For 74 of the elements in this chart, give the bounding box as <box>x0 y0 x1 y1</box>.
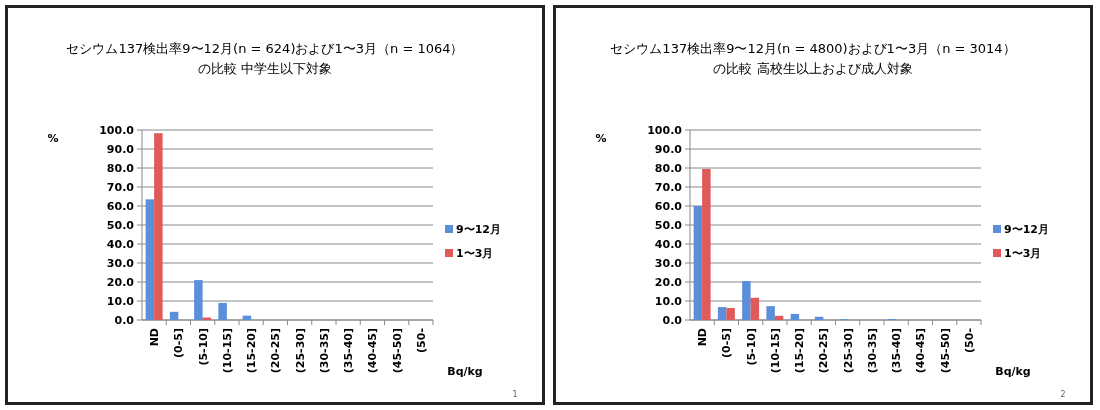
y-tick-label: 100.0 <box>647 124 683 137</box>
x-tick-label: (20-25] <box>817 328 831 374</box>
x-tick-label: (40-45] <box>914 328 928 374</box>
x-tick-label: (5-10] <box>744 328 758 366</box>
x-tick-label: (35-40] <box>890 328 904 374</box>
y-tick-label: 0.0 <box>114 314 135 327</box>
x-tick-label: (45-50] <box>938 328 952 374</box>
x-tick-label: ND <box>148 328 162 347</box>
bar <box>774 315 784 320</box>
y-tick-label: 40.0 <box>654 238 683 251</box>
x-tick-label: (20-25] <box>269 328 283 374</box>
x-tick-label: (30-35] <box>865 328 879 374</box>
y-tick-label: 60.0 <box>106 200 135 213</box>
y-axis-title: % <box>47 132 59 145</box>
y-tick-label: 80.0 <box>106 162 135 175</box>
x-tick-label: (10-15] <box>768 328 782 374</box>
x-tick-label: (15-20] <box>245 328 259 374</box>
bar <box>702 168 711 320</box>
y-tick-label: 90.0 <box>654 143 683 156</box>
x-tick-label: (40-45] <box>366 328 380 374</box>
x-tick-label: ND <box>696 328 710 347</box>
bar <box>154 133 163 320</box>
legend-label: 1〜3月 <box>1004 247 1042 260</box>
y-tick-label: 80.0 <box>654 162 683 175</box>
bar <box>742 281 751 320</box>
y-tick-label: 70.0 <box>654 181 683 194</box>
y-tick-label: 30.0 <box>106 257 135 270</box>
x-axis-title: Bq/kg <box>447 365 483 378</box>
y-tick-label: 50.0 <box>106 219 135 232</box>
x-tick-label: (50- <box>414 328 428 353</box>
x-tick-label: (25-30] <box>293 328 307 374</box>
y-tick-label: 30.0 <box>654 257 683 270</box>
chart-subtitle: の比較 中学生以下対象 <box>197 61 333 76</box>
text: 2 <box>1060 390 1066 399</box>
chart-title: セシウム137検出率9〜12月(n = 4800)および1〜3月（n = 3014） <box>610 41 1016 56</box>
bar <box>169 311 179 320</box>
x-tick-label: (35-40] <box>342 328 356 374</box>
bar <box>717 307 727 320</box>
bar <box>726 308 735 320</box>
x-tick-label: (15-20] <box>793 328 807 374</box>
y-tick-label: 0.0 <box>662 314 683 327</box>
x-tick-label: (45-50] <box>390 328 404 374</box>
y-tick-label: 40.0 <box>106 238 135 251</box>
y-tick-label: 20.0 <box>106 276 135 289</box>
bar <box>194 280 203 320</box>
x-tick-label: (30-35] <box>317 328 331 374</box>
legend-label: 9〜12月 <box>1004 223 1049 236</box>
y-tick-label: 100.0 <box>99 124 135 137</box>
y-tick-label: 50.0 <box>654 219 683 232</box>
x-axis-title: Bq/kg <box>995 365 1031 378</box>
x-tick-label: (0-5] <box>172 328 186 358</box>
bar <box>750 297 760 320</box>
y-tick-label: 90.0 <box>106 143 135 156</box>
bar <box>218 302 227 320</box>
x-tick-label: (25-30] <box>841 328 855 374</box>
x-tick-label: (10-15] <box>220 328 234 374</box>
y-tick-label: 20.0 <box>654 276 683 289</box>
x-tick-label: (0-5] <box>720 328 734 358</box>
chart-title: セシウム137検出率9〜12月(n = 624)および1〜3月（n = 1064） <box>66 41 464 56</box>
y-tick-label: 10.0 <box>654 295 683 308</box>
bar <box>766 306 775 320</box>
bar <box>145 199 155 320</box>
text: 1 <box>512 390 518 399</box>
y-axis-title: % <box>595 132 607 145</box>
legend-label: 1〜3月 <box>456 247 494 260</box>
chart-subtitle: の比較 高校生以上および成人対象 <box>713 61 913 76</box>
bar <box>693 206 703 320</box>
y-tick-label: 60.0 <box>654 200 683 213</box>
legend-label: 9〜12月 <box>456 223 501 236</box>
y-tick-label: 10.0 <box>106 295 135 308</box>
x-tick-label: (5-10] <box>196 328 210 366</box>
x-tick-label: (50- <box>962 328 976 353</box>
y-tick-label: 70.0 <box>106 181 135 194</box>
bar <box>790 313 800 320</box>
